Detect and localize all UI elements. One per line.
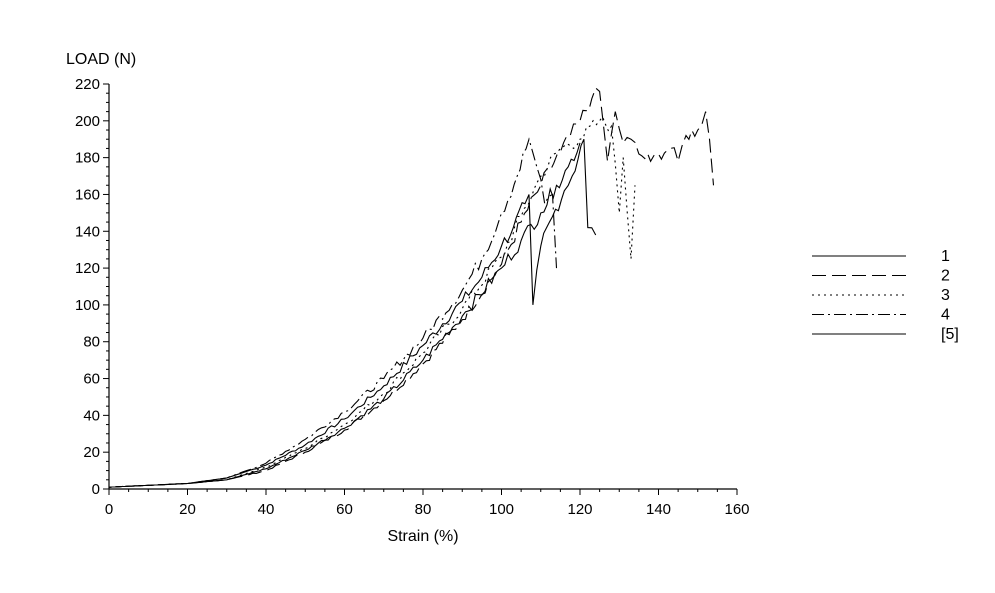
- y-tick-label: 180: [75, 150, 100, 167]
- legend-label-5: [5]: [941, 326, 959, 343]
- series-line-2: [108, 87, 715, 488]
- series-line-4: [108, 137, 558, 488]
- legend-label-2: 2: [941, 268, 950, 285]
- x-tick-label: 80: [415, 501, 432, 518]
- y-tick-label: 0: [92, 481, 100, 498]
- series-line-5: [108, 142, 581, 488]
- x-tick-label: 160: [724, 501, 749, 518]
- x-axis-title: Strain (%): [387, 528, 458, 545]
- y-tick-label: 140: [75, 223, 100, 240]
- y-tick-label: 220: [75, 76, 100, 93]
- y-tick-label: 160: [75, 186, 100, 203]
- y-tick-label: 200: [75, 113, 100, 130]
- y-tick-label: 60: [83, 371, 100, 388]
- x-tick-label: 140: [646, 501, 671, 518]
- y-tick-label: 20: [83, 444, 100, 461]
- series-line-3: [108, 115, 636, 488]
- x-tick-label: 40: [258, 501, 275, 518]
- series-layer: [108, 87, 715, 488]
- x-tick-label: 20: [179, 501, 196, 518]
- legend-label-1: 1: [941, 248, 950, 265]
- legend: 1 2 3 4 [5]: [812, 248, 959, 343]
- y-axis-title: LOAD (N): [66, 51, 136, 68]
- y-tick-label: 40: [83, 407, 100, 424]
- axes: 0 20 40 60 80 100 120 140 160 180 200 220 0 20 40 60 80 1…: [75, 76, 750, 518]
- legend-label-4: 4: [941, 307, 950, 324]
- y-tick-label: 120: [75, 260, 100, 277]
- x-tick-label: 60: [336, 501, 353, 518]
- x-tick-label: 0: [105, 501, 113, 518]
- y-tick-label: 100: [75, 297, 100, 314]
- legend-label-3: 3: [941, 287, 950, 304]
- x-tick-label: 100: [489, 501, 514, 518]
- series-line-1: [108, 138, 597, 488]
- x-tick-label: 120: [567, 501, 592, 518]
- y-tick-label: 80: [83, 334, 100, 351]
